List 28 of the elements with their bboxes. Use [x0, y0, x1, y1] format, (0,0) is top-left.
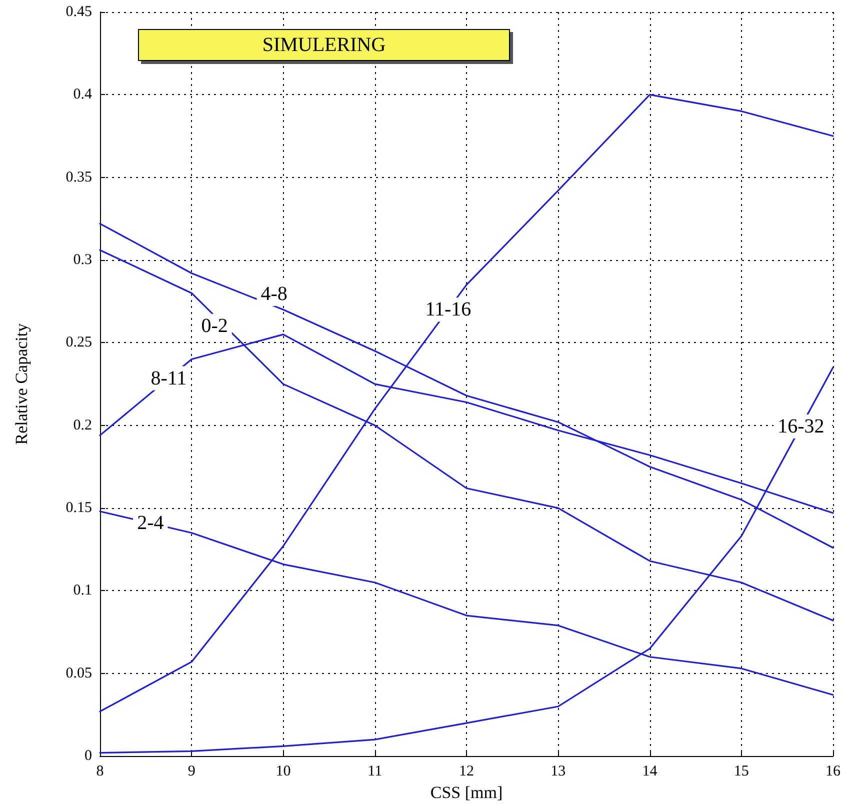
x-tick-label: 15 — [734, 764, 749, 780]
y-tick-label: 0.05 — [66, 665, 92, 682]
x-tick-label: 11 — [368, 764, 382, 780]
y-tick-label: 0.1 — [73, 582, 92, 599]
series-label: 4-8 — [260, 283, 288, 305]
x-tick-label: 16 — [826, 764, 841, 780]
y-tick-label: 0.4 — [73, 86, 92, 103]
y-tick-label: 0 — [84, 748, 92, 764]
series-label: 16-32 — [778, 416, 824, 438]
x-tick-label: 9 — [188, 764, 196, 780]
x-tick-label: 13 — [550, 764, 566, 780]
y-tick-label: 0.2 — [73, 417, 92, 434]
y-tick-label: 0.25 — [66, 334, 92, 351]
y-tick-label: 0.15 — [66, 500, 92, 516]
series-label: 2-4 — [137, 512, 164, 534]
y-tick-label: 0.35 — [66, 169, 92, 186]
y-axis-title: Relative Capacity — [12, 322, 31, 445]
x-axis-title: CSS [mm] — [430, 783, 503, 802]
x-tick-label: 10 — [276, 764, 291, 780]
series-label: 8-11 — [150, 367, 187, 390]
x-tick-label: 12 — [459, 764, 474, 780]
series-label: 11-16 — [425, 298, 472, 321]
x-tick-label: 8 — [96, 764, 104, 780]
series-label: 0-2 — [201, 314, 228, 337]
y-tick-label: 0.45 — [66, 4, 92, 20]
line-series — [99, 94, 834, 712]
x-tick-label: 14 — [642, 764, 658, 780]
y-tick-label: 0.3 — [73, 252, 92, 268]
